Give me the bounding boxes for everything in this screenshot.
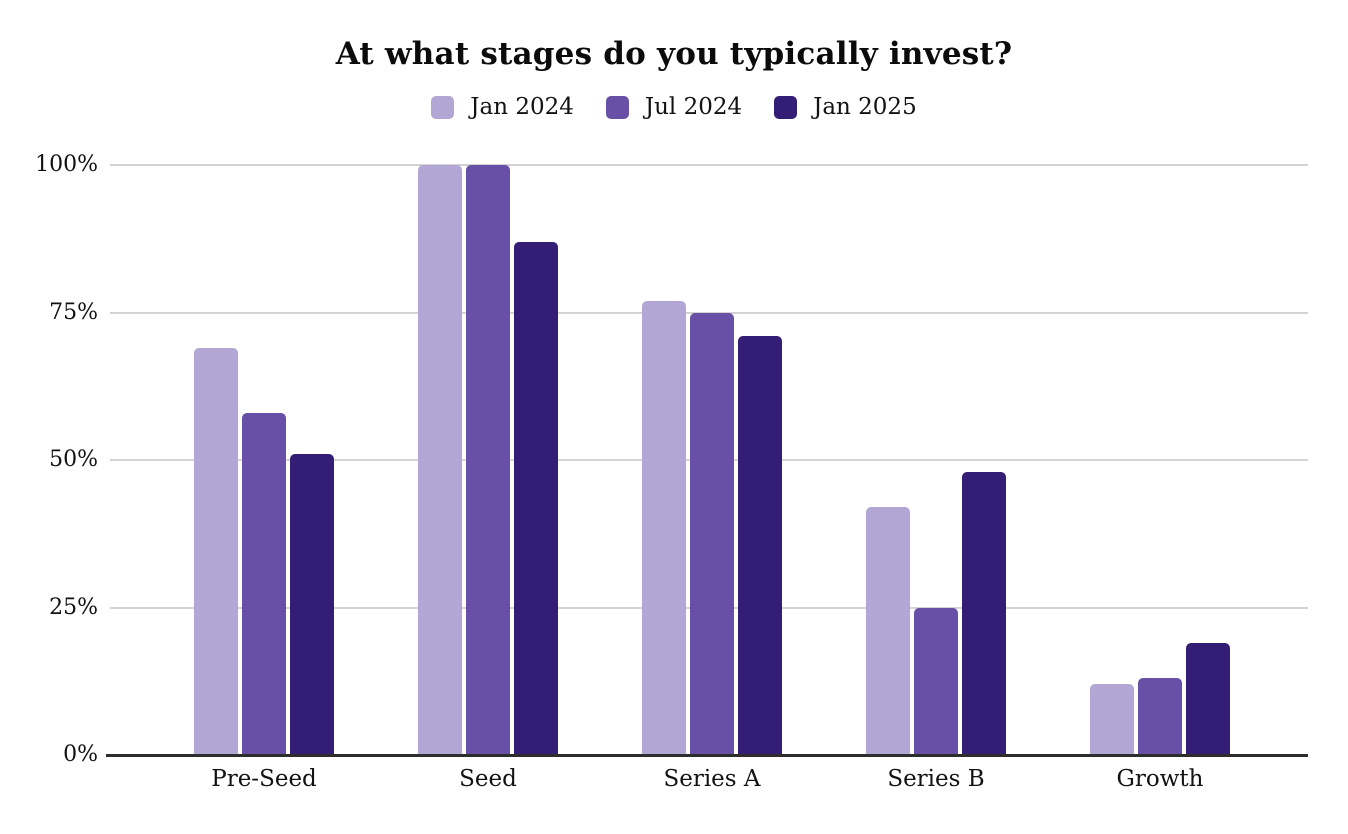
legend-swatch-jul-2024-icon — [605, 96, 629, 119]
chart-title: At what stages do you typically invest? — [335, 36, 1013, 72]
bar-pre-seed-jul-2024 — [242, 412, 286, 755]
x-axis-line — [106, 754, 1308, 757]
bar-series-a-jan-2025 — [738, 336, 782, 755]
chart-legend: Jan 2024 Jul 2024 Jan 2025 — [0, 96, 1348, 119]
bar-seed-jul-2024 — [466, 165, 510, 755]
x-category-label-pre-seed: Pre-Seed — [211, 766, 317, 792]
plot-area — [110, 164, 1308, 755]
y-tick-label-100: 100% — [35, 152, 98, 177]
x-category-label-series-a: Series A — [663, 766, 761, 792]
bar-seed-jan-2025 — [514, 241, 558, 755]
bar-pre-seed-jan-2025 — [290, 454, 334, 755]
legend-item-jan-2025: Jan 2025 — [774, 96, 917, 119]
x-category-label-series-b: Series B — [887, 766, 985, 792]
bar-growth-jul-2024 — [1138, 678, 1182, 755]
bar-series-b-jul-2024 — [914, 607, 958, 755]
y-tick-label-0: 0% — [63, 742, 98, 767]
legend-label-jan-2025: Jan 2025 — [813, 94, 917, 120]
y-tick-label-50: 50% — [49, 447, 98, 472]
x-category-label-growth: Growth — [1116, 766, 1204, 792]
legend-label-jul-2024: Jul 2024 — [644, 94, 743, 120]
bar-growth-jan-2025 — [1186, 642, 1230, 755]
legend-swatch-jan-2024-icon — [431, 96, 455, 119]
legend-item-jan-2024: Jan 2024 — [431, 96, 574, 119]
y-tick-label-75: 75% — [49, 299, 98, 325]
x-category-label-seed: Seed — [459, 766, 517, 792]
bar-series-a-jan-2024 — [642, 300, 686, 755]
bar-series-b-jan-2025 — [962, 471, 1006, 755]
bar-series-b-jan-2024 — [866, 507, 910, 755]
bar-pre-seed-jan-2024 — [194, 347, 238, 755]
legend-label-jan-2024: Jan 2024 — [470, 94, 574, 120]
bar-seed-jan-2024 — [418, 165, 462, 755]
bar-series-a-jul-2024 — [690, 312, 734, 755]
legend-swatch-jan-2025-icon — [774, 96, 798, 119]
legend-item-jul-2024: Jul 2024 — [605, 94, 743, 120]
y-tick-label-25: 25% — [49, 594, 98, 620]
bar-growth-jan-2024 — [1090, 684, 1134, 755]
gridline-100 — [110, 164, 1308, 166]
